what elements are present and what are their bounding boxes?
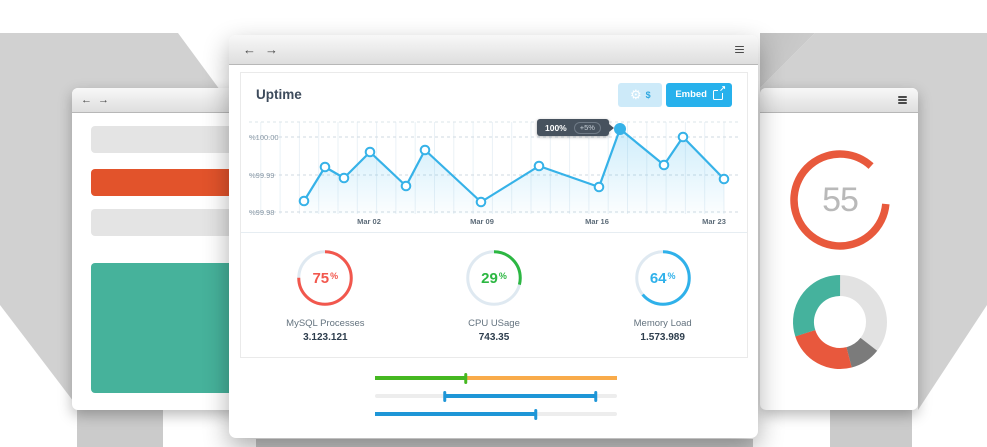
slider-segment [465, 376, 617, 380]
gauge-value: 743.35 [478, 332, 510, 343]
x-tick-mar02: Mar 02 [357, 217, 381, 226]
gauge-label: CPU USage [468, 318, 520, 329]
placeholder-bar-orange [91, 169, 238, 196]
slider-handle[interactable] [463, 372, 468, 384]
percent-sign: % [498, 271, 507, 281]
right-browser-window: 55 [760, 88, 918, 410]
data-point[interactable] [718, 173, 730, 185]
range-slider-2[interactable] [375, 387, 617, 405]
external-link-icon: ↗ [713, 84, 726, 100]
embed-button-label: Embed [675, 89, 707, 100]
slider-segment [444, 394, 596, 398]
y-tick-99-98: %99.98 [249, 208, 274, 217]
radial-gauge-55: 55 [790, 150, 890, 250]
gauge-memory-load: 64% Memory Load 1.573.989 [578, 248, 747, 343]
tooltip-arrow [608, 124, 614, 132]
data-point[interactable] [298, 195, 310, 207]
backdrop-right-ribbon [918, 100, 987, 410]
gauge-value: 55 [822, 180, 859, 219]
slider-handle[interactable] [594, 390, 598, 402]
data-point[interactable] [400, 180, 412, 192]
gear-icon: ⚙ [629, 87, 642, 102]
settings-button[interactable]: ⚙ $ [618, 82, 663, 107]
data-point[interactable] [338, 172, 350, 184]
back-arrow-icon[interactable]: ← [81, 93, 92, 106]
gauge-ring: 64% [633, 248, 693, 308]
data-point[interactable] [593, 181, 605, 193]
data-point[interactable] [533, 160, 545, 172]
gauge-mysql-processes: 75% MySQL Processes 3.123.121 [241, 248, 410, 343]
gauge-label: MySQL Processes [286, 318, 365, 329]
menu-hamburger-icon[interactable] [898, 94, 907, 105]
gauge-ring: 29% [464, 248, 524, 308]
gauge-ring: 75% [295, 248, 355, 308]
uptime-panel: Uptime ⚙ $ Embed ↗ [240, 72, 748, 358]
panel-header: Uptime ⚙ $ Embed ↗ [241, 73, 747, 116]
gauge-percent: 29 [481, 269, 498, 287]
percent-sign: % [330, 271, 339, 281]
forward-arrow-icon[interactable]: → [265, 42, 278, 57]
donut-chart [790, 272, 890, 372]
embed-button[interactable]: Embed ↗ [666, 82, 732, 107]
active-data-point[interactable] [614, 123, 626, 135]
header-actions: ⚙ $ Embed ↗ [618, 82, 732, 107]
donut-segment-dark-gray [793, 275, 887, 369]
tooltip-delta-badge: +5% [573, 121, 601, 134]
data-point[interactable] [364, 146, 376, 158]
tooltip-value: 100% [545, 122, 567, 133]
percent-sign: % [667, 271, 676, 281]
gauge-value: 3.123.121 [303, 332, 348, 343]
right-window-pedestal [830, 410, 912, 447]
gauge-percent: 64 [649, 269, 667, 287]
left-window-pedestal [77, 410, 163, 447]
uptime-series [298, 123, 730, 214]
placeholder-block-teal [91, 263, 238, 393]
placeholder-bar [91, 126, 238, 153]
data-point[interactable] [677, 131, 689, 143]
left-window-toolbar: ← → [72, 88, 240, 113]
page-title: Uptime [256, 87, 302, 102]
slider-handle[interactable] [443, 390, 447, 402]
data-point[interactable] [419, 144, 431, 156]
gauge-label: Memory Load [633, 318, 692, 329]
gauge-cpu-usage: 29% CPU USage 743.35 [410, 248, 579, 343]
range-sliders [375, 369, 617, 423]
x-tick-mar23: Mar 23 [702, 217, 726, 226]
y-tick-99-99: %99.99 [249, 171, 274, 180]
x-tick-mar09: Mar 09 [470, 217, 494, 226]
forward-arrow-icon[interactable]: → [98, 93, 109, 106]
slider-segment [375, 412, 536, 416]
backdrop-left-ribbon [0, 100, 80, 410]
main-window-pedestal [256, 439, 753, 447]
donut-segment-teal [793, 275, 887, 369]
x-tick-mar16: Mar 16 [585, 217, 609, 226]
data-point[interactable] [319, 161, 331, 173]
menu-hamburger-icon[interactable] [735, 44, 744, 55]
right-window-toolbar [760, 88, 918, 113]
range-slider-3[interactable] [375, 405, 617, 423]
slider-segment [375, 376, 466, 380]
gauge-percent: 75 [312, 269, 330, 287]
range-slider-1[interactable] [375, 369, 617, 387]
data-point[interactable] [475, 196, 487, 208]
main-browser-window: ← → Uptime ⚙ $ Embed ↗ [229, 35, 758, 438]
y-tick-100: %100.00 [249, 133, 279, 142]
main-window-toolbar: ← → [229, 35, 758, 65]
slider-handle[interactable] [534, 408, 538, 420]
dollar-icon: $ [645, 89, 651, 100]
back-arrow-icon[interactable]: ← [243, 42, 256, 57]
gauge-value: 1.573.989 [640, 332, 685, 343]
placeholder-bar [91, 209, 238, 236]
data-point[interactable] [658, 159, 670, 171]
stat-gauges-row: 75% MySQL Processes 3.123.121 29% CPU US… [241, 233, 747, 343]
left-browser-window: ← → [72, 88, 240, 410]
chart-tooltip: 100% +5% [537, 119, 614, 136]
uptime-line-chart[interactable]: %100.00 %99.99 %99.98 Mar 02 Mar 09 Mar … [241, 116, 747, 233]
